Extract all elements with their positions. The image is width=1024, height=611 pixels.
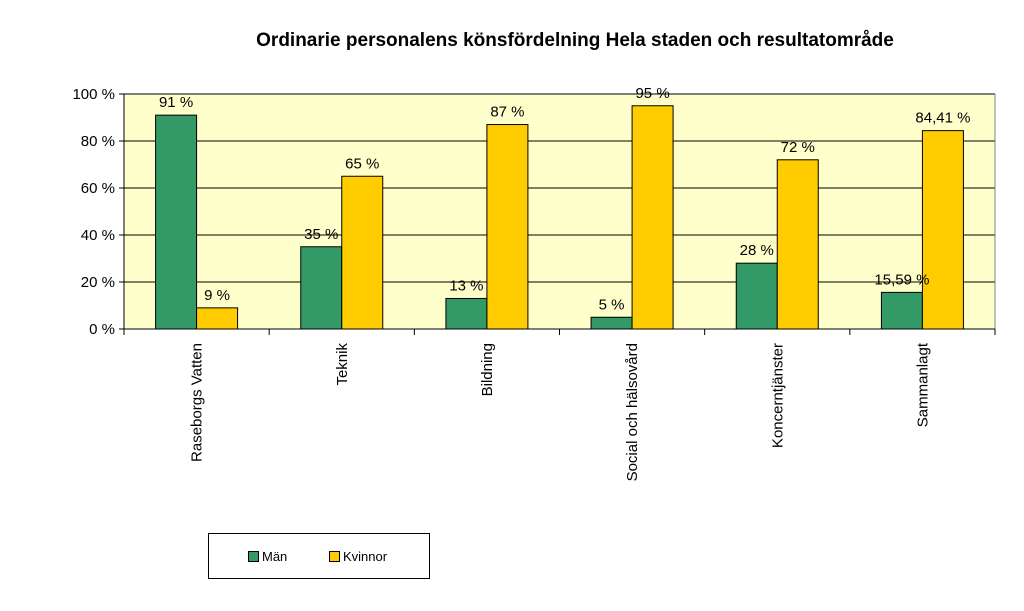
bar-man bbox=[735, 262, 778, 330]
data-label: 15,59 % bbox=[874, 271, 929, 288]
data-label: 13 % bbox=[449, 277, 483, 294]
axes: 0 % 20 % 40 % 60 % 80 % 100 % bbox=[72, 86, 996, 338]
data-label: 5 % bbox=[599, 296, 625, 313]
data-label: 28 % bbox=[740, 242, 774, 259]
bar-kvinnor bbox=[776, 159, 819, 330]
y-tick-label: 60 % bbox=[81, 180, 115, 197]
legend-swatch-kvinnor bbox=[329, 551, 340, 562]
bar-kvinnor bbox=[921, 130, 964, 330]
bar-man bbox=[880, 291, 923, 330]
legend-label-kvinnor: Kvinnor bbox=[343, 549, 388, 564]
bars bbox=[155, 105, 964, 330]
y-tick-label: 0 % bbox=[89, 321, 115, 338]
x-tick-label: Teknik bbox=[334, 343, 351, 386]
data-label: 9 % bbox=[204, 287, 230, 304]
bar-kvinnor bbox=[196, 307, 239, 330]
gridlines bbox=[124, 93, 995, 283]
data-label: 35 % bbox=[304, 226, 338, 243]
data-label: 91 % bbox=[159, 94, 193, 111]
bar-kvinnor bbox=[486, 124, 529, 330]
y-tick-label: 80 % bbox=[81, 133, 115, 150]
legend-item-kvinnor: Kvinnor bbox=[329, 549, 387, 564]
bar-man bbox=[445, 297, 488, 330]
bar-man bbox=[300, 246, 343, 330]
x-tick-label: Social och hälsovård bbox=[624, 343, 641, 481]
labels: 91 % 9 % Raseborgs Vatten 35 % 65 % Teknik 13 … bbox=[159, 85, 970, 482]
bar-man bbox=[155, 114, 198, 330]
x-tick-label: Koncerntjänster bbox=[769, 343, 786, 448]
legend: Män Kvinnor bbox=[208, 533, 430, 579]
x-tick-label: Sammanlagt bbox=[914, 342, 931, 427]
legend-label-man: Män bbox=[262, 549, 288, 564]
data-label: 72 % bbox=[781, 139, 815, 156]
y-tick-label: 40 % bbox=[81, 227, 115, 244]
y-tick-label: 20 % bbox=[81, 274, 115, 291]
y-tick-label: 100 % bbox=[72, 86, 115, 103]
data-label: 65 % bbox=[345, 155, 379, 172]
data-label: 95 % bbox=[635, 85, 669, 102]
data-label: 84,41 % bbox=[915, 110, 970, 127]
legend-item-man: Män bbox=[248, 549, 287, 564]
bar-kvinnor bbox=[631, 105, 674, 330]
bar-kvinnor bbox=[341, 175, 384, 330]
chart-title: Ordinarie personalens könsfördelning Hel… bbox=[256, 30, 894, 51]
data-label: 87 % bbox=[490, 104, 524, 121]
x-tick-label: Raseborgs Vatten bbox=[189, 343, 206, 462]
x-tick-label: Bildning bbox=[479, 343, 496, 396]
legend-swatch-man bbox=[248, 551, 259, 562]
bar-man bbox=[590, 316, 633, 330]
plot-area bbox=[124, 94, 995, 329]
